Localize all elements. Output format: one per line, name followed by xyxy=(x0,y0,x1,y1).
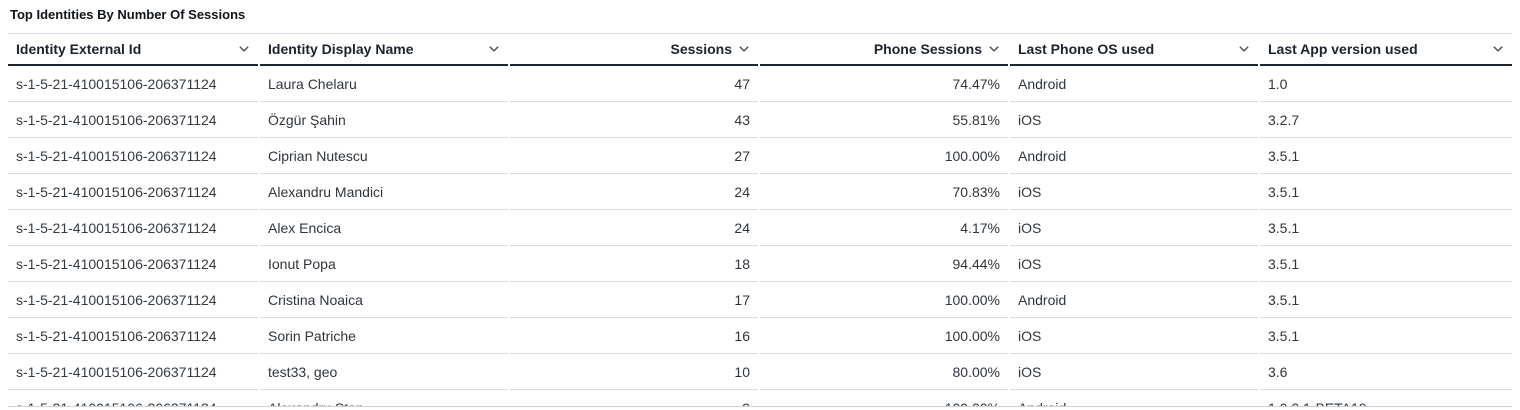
chevron-down-icon[interactable] xyxy=(988,43,1000,55)
column-header-last-phone-os[interactable]: Last Phone OS used xyxy=(1010,34,1258,66)
column-header-label: Identity External Id xyxy=(16,41,142,57)
cell-identity-external-id: s-1-5-21-410015106-206371124 xyxy=(8,390,258,406)
cell-last-app-version: 3.5.1 xyxy=(1260,282,1512,318)
cell-identity-display-name: Laura Chelaru xyxy=(260,66,508,102)
table-row: s-1-5-21-410015106-206371124 Alexandru S… xyxy=(8,390,1512,406)
chevron-down-icon[interactable] xyxy=(738,43,750,55)
cell-last-phone-os: iOS xyxy=(1010,246,1258,282)
cell-last-app-version: 3.5.1 xyxy=(1260,318,1512,354)
cell-last-app-version: 3.2.7 xyxy=(1260,102,1512,138)
column-header-label: Sessions xyxy=(670,41,732,57)
cell-last-app-version: 3.5.1 xyxy=(1260,246,1512,282)
cell-phone-sessions: 100.00% xyxy=(760,390,1008,406)
cell-phone-sessions: 74.47% xyxy=(760,66,1008,102)
column-header-last-app-version[interactable]: Last App version used xyxy=(1260,34,1512,66)
table-row: s-1-5-21-410015106-206371124 Cristina No… xyxy=(8,282,1512,318)
cell-identity-external-id: s-1-5-21-410015106-206371124 xyxy=(8,318,258,354)
cell-phone-sessions: 80.00% xyxy=(760,354,1008,390)
cell-sessions: 10 xyxy=(510,354,758,390)
cell-last-phone-os: iOS xyxy=(1010,174,1258,210)
cell-phone-sessions: 94.44% xyxy=(760,246,1008,282)
cell-last-phone-os: iOS xyxy=(1010,318,1258,354)
table-row: s-1-5-21-410015106-206371124 Alex Encica… xyxy=(8,210,1512,246)
chevron-down-icon[interactable] xyxy=(488,43,500,55)
cell-identity-external-id: s-1-5-21-410015106-206371124 xyxy=(8,210,258,246)
cell-sessions: 17 xyxy=(510,282,758,318)
cell-identity-display-name: Alexandru Stan xyxy=(260,390,508,406)
cell-identity-display-name: Alexandru Mandici xyxy=(260,174,508,210)
column-header-label: Last App version used xyxy=(1268,41,1418,57)
cell-phone-sessions: 70.83% xyxy=(760,174,1008,210)
column-header-label: Phone Sessions xyxy=(873,41,982,57)
table-body: s-1-5-21-410015106-206371124 Laura Chela… xyxy=(8,66,1512,406)
column-header-label: Last Phone OS used xyxy=(1018,41,1155,57)
cell-phone-sessions: 55.81% xyxy=(760,102,1008,138)
cell-sessions: 9 xyxy=(510,390,758,406)
cell-last-app-version: 3.5.1 xyxy=(1260,138,1512,174)
cell-sessions: 27 xyxy=(510,138,758,174)
cell-identity-display-name: Özgür Şahin xyxy=(260,102,508,138)
cell-last-phone-os: Android xyxy=(1010,390,1258,406)
column-header-label: Identity Display Name xyxy=(268,41,414,57)
cell-identity-external-id: s-1-5-21-410015106-206371124 xyxy=(8,66,258,102)
cell-identity-external-id: s-1-5-21-410015106-206371124 xyxy=(8,246,258,282)
cell-sessions: 24 xyxy=(510,210,758,246)
cell-phone-sessions: 100.00% xyxy=(760,282,1008,318)
cell-identity-display-name: Alex Encica xyxy=(260,210,508,246)
cell-identity-display-name: Cristina Noaica xyxy=(260,282,508,318)
cell-sessions: 47 xyxy=(510,66,758,102)
cell-sessions: 16 xyxy=(510,318,758,354)
cell-last-phone-os: Android xyxy=(1010,66,1258,102)
table-row: s-1-5-21-410015106-206371124 Alexandru M… xyxy=(8,174,1512,210)
cell-identity-external-id: s-1-5-21-410015106-206371124 xyxy=(8,354,258,390)
table-row: s-1-5-21-410015106-206371124 Ionut Popa … xyxy=(8,246,1512,282)
cell-last-phone-os: iOS xyxy=(1010,354,1258,390)
cell-last-app-version: 3.5.1 xyxy=(1260,174,1512,210)
cell-last-phone-os: iOS xyxy=(1010,102,1258,138)
cell-identity-external-id: s-1-5-21-410015106-206371124 xyxy=(8,102,258,138)
table-row: s-1-5-21-410015106-206371124 Sorin Patri… xyxy=(8,318,1512,354)
table-row: s-1-5-21-410015106-206371124 Ciprian Nut… xyxy=(8,138,1512,174)
identities-table: Identity External Id Identity Display Na… xyxy=(8,33,1512,407)
table-row: s-1-5-21-410015106-206371124 Özgür Şahin… xyxy=(8,102,1512,138)
cell-phone-sessions: 100.00% xyxy=(760,138,1008,174)
column-header-sessions[interactable]: Sessions xyxy=(510,34,758,66)
cell-last-app-version: 3.6 xyxy=(1260,354,1512,390)
table-row: s-1-5-21-410015106-206371124 Laura Chela… xyxy=(8,66,1512,102)
cell-identity-external-id: s-1-5-21-410015106-206371124 xyxy=(8,282,258,318)
cell-last-app-version: 1.0 xyxy=(1260,66,1512,102)
cell-phone-sessions: 100.00% xyxy=(760,318,1008,354)
cell-last-phone-os: Android xyxy=(1010,282,1258,318)
cell-sessions: 43 xyxy=(510,102,758,138)
cell-phone-sessions: 4.17% xyxy=(760,210,1008,246)
cell-identity-display-name: test33, geo xyxy=(260,354,508,390)
cell-identity-display-name: Sorin Patriche xyxy=(260,318,508,354)
table-header-row: Identity External Id Identity Display Na… xyxy=(8,33,1512,66)
column-header-identity-external-id[interactable]: Identity External Id xyxy=(8,34,258,66)
chevron-down-icon[interactable] xyxy=(1238,43,1250,55)
cell-identity-external-id: s-1-5-21-410015106-206371124 xyxy=(8,138,258,174)
cell-last-app-version: 3.5.1 xyxy=(1260,210,1512,246)
cell-identity-display-name: Ionut Popa xyxy=(260,246,508,282)
column-header-phone-sessions[interactable]: Phone Sessions xyxy=(760,34,1008,66)
cell-sessions: 18 xyxy=(510,246,758,282)
chevron-down-icon[interactable] xyxy=(1492,43,1504,55)
widget-title: Top Identities By Number Of Sessions xyxy=(10,7,246,22)
cell-last-app-version: 1.0.0.1-BETA10 xyxy=(1260,390,1512,406)
chevron-down-icon[interactable] xyxy=(238,43,250,55)
cell-identity-display-name: Ciprian Nutescu xyxy=(260,138,508,174)
cell-identity-external-id: s-1-5-21-410015106-206371124 xyxy=(8,174,258,210)
table-row: s-1-5-21-410015106-206371124 test33, geo… xyxy=(8,354,1512,390)
column-header-identity-display-name[interactable]: Identity Display Name xyxy=(260,34,508,66)
cell-last-phone-os: Android xyxy=(1010,138,1258,174)
cell-last-phone-os: iOS xyxy=(1010,210,1258,246)
cell-sessions: 24 xyxy=(510,174,758,210)
